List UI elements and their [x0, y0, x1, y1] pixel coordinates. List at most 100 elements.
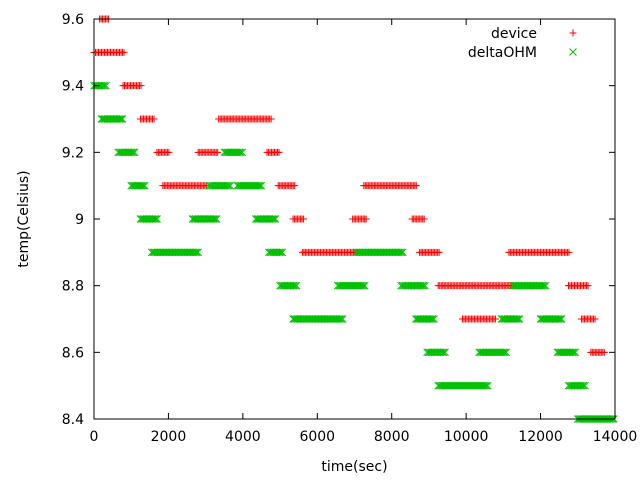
- data-point: [194, 248, 203, 257]
- y-tick-label: 9.6: [62, 12, 84, 28]
- data-point: [268, 215, 277, 223]
- data-point: [420, 215, 428, 223]
- x-tick-label: 6000: [299, 429, 335, 445]
- series-device: [90, 15, 608, 356]
- data-point: [412, 182, 420, 190]
- y-tick-label: 8.6: [62, 345, 84, 361]
- data-point: [267, 115, 275, 123]
- data-point: [428, 315, 437, 323]
- legend-marker-deltaOHM: [569, 48, 577, 56]
- data-point: [192, 248, 201, 257]
- data-point: [541, 281, 550, 290]
- data-point: [150, 215, 158, 223]
- data-point: [275, 248, 284, 257]
- y-tick-label: 9.2: [62, 145, 84, 161]
- data-point: [540, 281, 549, 290]
- data-point: [554, 315, 563, 323]
- data-point: [482, 381, 491, 390]
- data-point: [581, 381, 589, 390]
- data-point: [491, 315, 499, 323]
- data-point: [209, 215, 218, 223]
- x-axis-title: time(sec): [321, 459, 387, 475]
- data-point: [191, 248, 200, 257]
- data-point: [515, 315, 524, 323]
- data-point: [557, 315, 566, 323]
- data-point: [600, 348, 608, 356]
- x-tick-label: 2000: [151, 429, 187, 445]
- data-point: [151, 215, 160, 223]
- data-point: [419, 281, 428, 290]
- data-point: [102, 81, 110, 90]
- data-point: [118, 115, 127, 123]
- data-point: [568, 348, 577, 357]
- data-point: [439, 348, 448, 357]
- data-point: [421, 281, 429, 290]
- data-point: [335, 315, 344, 323]
- data-point: [257, 181, 266, 190]
- data-point: [337, 315, 345, 323]
- data-point: [579, 381, 588, 390]
- data-point: [338, 315, 347, 323]
- data-point: [438, 348, 446, 357]
- data-point: [565, 248, 573, 256]
- data-point: [357, 281, 366, 290]
- data-point: [512, 315, 521, 323]
- data-point: [292, 281, 301, 290]
- data-point: [591, 315, 599, 323]
- data-point: [571, 348, 580, 357]
- data-point: [556, 315, 564, 323]
- data-point: [270, 215, 278, 223]
- data-point: [127, 148, 136, 157]
- data-point: [235, 148, 244, 157]
- data-point: [238, 148, 247, 157]
- data-point: [137, 181, 146, 190]
- data-point: [291, 182, 299, 190]
- x-tick-label: 12000: [518, 429, 563, 445]
- y-axis-title: temp(Celsius): [16, 170, 32, 267]
- data-point: [226, 181, 235, 190]
- y-tick-label: 9: [75, 212, 84, 228]
- data-point: [278, 248, 287, 257]
- data-point: [140, 181, 149, 190]
- data-point: [483, 381, 492, 390]
- data-point: [578, 381, 586, 390]
- data-point: [502, 348, 511, 357]
- legend-marker-device: [569, 29, 577, 37]
- data-point: [399, 248, 407, 257]
- data-point: [291, 281, 299, 290]
- data-point: [115, 115, 124, 123]
- data-point: [397, 248, 406, 257]
- data-point: [514, 315, 522, 323]
- x-tick-label: 4000: [225, 429, 261, 445]
- data-point: [129, 148, 138, 157]
- data-point: [396, 248, 404, 257]
- data-point: [289, 281, 298, 290]
- data-point: [359, 281, 368, 290]
- legend-label-deltaOHM: deltaOHM: [468, 45, 537, 61]
- data-point: [225, 181, 233, 190]
- data-point: [277, 248, 285, 257]
- data-point: [254, 181, 263, 190]
- x-tick-label: 10000: [444, 429, 489, 445]
- y-tick-label: 8.8: [62, 279, 84, 295]
- x-tick-label: 8000: [374, 429, 410, 445]
- data-point: [418, 281, 426, 290]
- data-point: [538, 281, 547, 290]
- data-point: [150, 115, 158, 123]
- data-point: [430, 315, 438, 323]
- data-point: [499, 348, 508, 357]
- data-point: [360, 281, 369, 290]
- data-point: [139, 181, 148, 190]
- axes: 0 2000 4000 6000 8000 10000 12000 14000 8.4 8.6 8.…: [62, 12, 638, 445]
- data-point: [255, 181, 264, 190]
- x-tick-label: 0: [90, 429, 99, 445]
- data-point: [211, 215, 219, 223]
- data-point: [236, 148, 245, 157]
- data-point: [441, 348, 449, 357]
- data-point: [153, 215, 161, 223]
- data-point: [435, 248, 443, 256]
- data-layer: [90, 15, 618, 423]
- data-point: [130, 148, 139, 157]
- data-point: [212, 215, 221, 223]
- data-point: [569, 348, 578, 357]
